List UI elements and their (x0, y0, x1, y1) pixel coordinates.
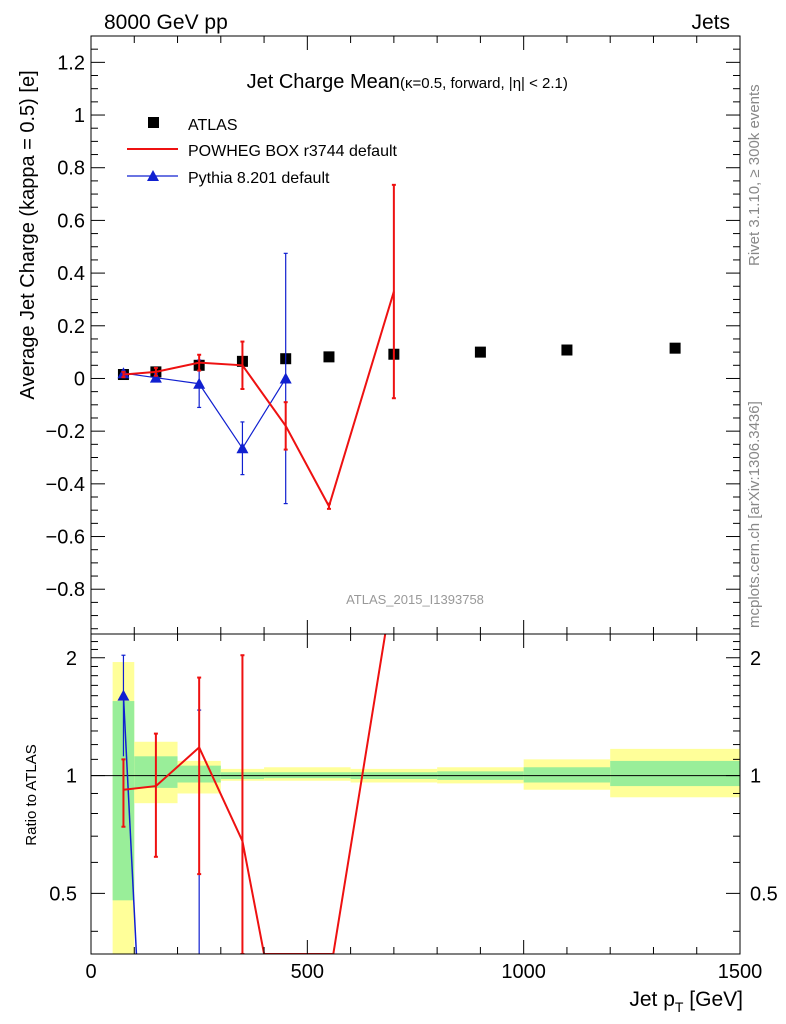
uncertainty-band-inner (523, 767, 611, 783)
y-tick-label: −0.4 (46, 474, 85, 496)
ratio-y-tick-label: 1 (66, 766, 77, 788)
powheg-line (123, 291, 395, 509)
pythia-line (123, 372, 287, 450)
ratio-y-axis-label: Ratio to ATLAS (23, 744, 40, 845)
y-tick-label: −0.6 (46, 527, 85, 549)
y-tick-label: −0.8 (46, 579, 85, 601)
main-plot-area: −0.8 −0.6 −0.4 −0.2 0 0.2 0.4 0.6 0.8 1 1.2 (46, 36, 741, 634)
pythia-data-point (149, 371, 162, 383)
ratio-y-tick-label-right: 1 (750, 766, 761, 788)
pythia-data-point (279, 372, 292, 384)
y-axis-label: Average Jet Charge (kappa = 0.5) [e] (17, 70, 39, 399)
y-tick-label: 1.2 (57, 52, 85, 74)
y-tick-label: 0.8 (57, 158, 85, 180)
ratio-frame (90, 633, 741, 955)
pythia-data-point (236, 442, 249, 454)
x-tick-label: 500 (291, 961, 324, 983)
legend: ATLAS POWHEG BOX r3744 default Pythia 8.… (127, 117, 398, 187)
chart-title: Jet Charge Mean (247, 71, 400, 93)
ratio-y-tick-label: 2 (66, 648, 77, 670)
pythia-ratio-point (117, 689, 130, 701)
pythia-data-point (193, 377, 206, 389)
atlas-data-point (323, 351, 335, 363)
ratio-y-tick-label: 0.5 (49, 883, 77, 905)
ratio-panel: 0.5 0.5 1 1 2 2 0 500 1000 1500 Ratio to ATLAS Je… (23, 633, 778, 1015)
header-right: Jets (691, 11, 730, 34)
header-left: 8000 GeV pp (104, 11, 228, 34)
legend-powheg-label: POWHEG BOX r3744 default (188, 143, 398, 160)
ratio-y-tick-label-right: 0.5 (750, 883, 778, 905)
y-tick-label: 0.6 (57, 210, 85, 232)
y-tick-label: 0.4 (57, 263, 85, 285)
legend-atlas-label: ATLAS (188, 117, 238, 134)
rivet-version-label: Rivet 3.1.10, ≥ 300k events (746, 84, 763, 266)
y-tick-label: 0.2 (57, 316, 85, 338)
main-panel: −0.8 −0.6 −0.4 −0.2 0 0.2 0.4 0.6 0.8 1 1.2 Jet Ch… (17, 35, 741, 635)
atlas-data-point (669, 342, 681, 354)
legend-pythia-marker (147, 170, 159, 181)
pythia-ratio-line (122, 695, 138, 954)
x-tick-label: 1000 (501, 961, 546, 983)
legend-atlas-marker (148, 117, 159, 128)
chart-subtitle: (κ=0.5, forward, |η| < 2.1) (400, 75, 568, 92)
y-tick-label: −0.2 (46, 421, 85, 443)
ratio-plot-content (91, 634, 740, 954)
y-tick-label: 0 (74, 368, 85, 390)
uncertainty-band-inner (610, 760, 740, 787)
mcplots-credit-label: mcplots.cern.ch [arXiv:1306.3436] (746, 401, 763, 628)
ratio-y-tick-label-right: 2 (750, 648, 761, 670)
legend-pythia-label: Pythia 8.201 default (188, 170, 330, 187)
analysis-id: ATLAS_2015_I1393758 (346, 592, 484, 607)
x-tick-label: 0 (85, 961, 96, 983)
atlas-data-point (474, 346, 486, 358)
atlas-data-point (561, 344, 573, 356)
x-axis-label: Jet pT [GeV] (629, 988, 743, 1015)
ratio-plot-area: 0.5 0.5 1 1 2 2 0 500 1000 1500 (49, 634, 778, 983)
x-tick-label: 1500 (718, 961, 763, 983)
y-tick-label: 1 (74, 105, 85, 127)
